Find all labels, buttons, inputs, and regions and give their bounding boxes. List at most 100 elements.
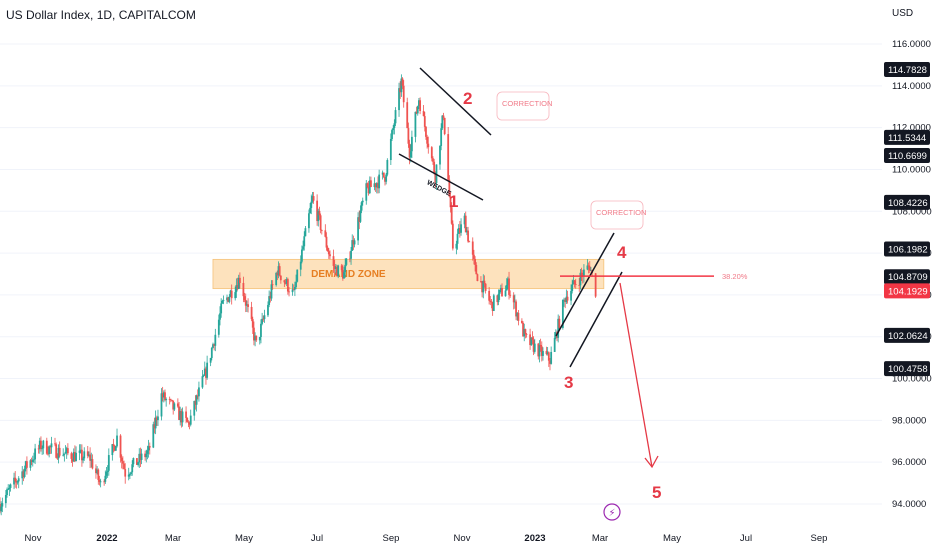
candle-body-41 [65, 448, 68, 452]
candle-body-286 [467, 230, 469, 242]
candle-body-160 [261, 318, 264, 324]
candle-body-304 [497, 293, 500, 303]
candle-body-179 [292, 289, 295, 291]
candle-body-332 [542, 351, 544, 356]
candle-body-242 [394, 110, 397, 124]
price-tag-label-6: 104.1929 [888, 286, 928, 297]
x-tick-label-1: 2022 [96, 533, 117, 544]
price-tag-3 [884, 194, 930, 210]
candle-body-207 [337, 265, 340, 277]
projection-arrowhead [644, 455, 659, 469]
candle-body-132 [214, 334, 217, 346]
candle-body-233 [381, 172, 384, 175]
candle-body-161 [262, 318, 265, 320]
demand-zone-label: DEMAND ZONE [311, 269, 386, 280]
candle-body-258 [422, 111, 425, 117]
lightning-icon: ⚡ [608, 508, 615, 519]
candle-body-344 [563, 299, 565, 301]
time-axis[interactable]: Nov 2022 Mar May Jul Sep Nov 2023 Mar May Jul Sep [25, 533, 828, 544]
candle-body-81 [131, 464, 134, 473]
candle-body-88 [144, 453, 147, 458]
candle-body-107 [173, 403, 176, 410]
candle-body-163 [267, 304, 269, 316]
candle-body-108 [176, 403, 179, 407]
candle-body-98 [160, 393, 163, 417]
candle-body-148 [242, 282, 245, 297]
candle-body-150 [244, 299, 247, 306]
candle-body-28 [45, 440, 48, 454]
candle-body-328 [537, 343, 540, 357]
candle-body-38 [62, 454, 65, 456]
candle-body-67 [107, 455, 110, 471]
candle-body-139 [227, 297, 230, 302]
candle-body-241 [393, 123, 396, 128]
candle-body-61 [98, 479, 101, 482]
candle-body-299 [489, 300, 492, 302]
candle-body-119 [194, 400, 197, 405]
candle-body-265 [433, 161, 436, 174]
candle-body-103 [168, 399, 171, 400]
candle-body-336 [549, 360, 551, 364]
candle-body-55 [89, 454, 92, 461]
candle-body-95 [154, 417, 157, 429]
candle-body-133 [217, 319, 220, 335]
correction-label-2: CORRECTION [596, 208, 646, 217]
y-tick-label-9: 98.0000 [892, 415, 926, 426]
candle-body-187 [304, 228, 307, 237]
candle-body-322 [525, 333, 528, 335]
candle-body-183 [299, 261, 302, 270]
candle-body-164 [268, 296, 271, 305]
candle-body-101 [164, 392, 166, 401]
candle-body-361 [590, 270, 592, 272]
candle-body-123 [201, 376, 204, 388]
candle-body-202 [329, 254, 331, 257]
candle-body-48 [78, 450, 81, 453]
candle-body-323 [529, 334, 531, 346]
candle-body-273 [447, 134, 450, 180]
candle-body-307 [501, 287, 503, 297]
candle-body-51 [82, 458, 84, 461]
candle-body-30 [48, 446, 51, 455]
candle-body-79 [128, 473, 131, 475]
candle-body-278 [455, 243, 458, 249]
candle-body-271 [442, 115, 445, 118]
y-tick-label-3: 110.0000 [892, 164, 931, 175]
candle-body-306 [499, 287, 502, 290]
candle-body-281 [458, 228, 461, 233]
candle-body-305 [498, 289, 501, 294]
rising-channel-lower [569, 271, 623, 368]
candle-body-249 [407, 128, 410, 144]
wave-label-5: 5 [652, 483, 661, 502]
candle-body-352 [574, 284, 577, 286]
candle-body-290 [474, 259, 476, 265]
fib-level-label: 38.20% [722, 272, 748, 281]
price-tag-5 [884, 269, 930, 285]
candle-body-71 [114, 446, 117, 451]
candle-body-185 [302, 246, 304, 250]
candle-body-31 [49, 446, 52, 448]
candle-body-260 [425, 126, 427, 137]
candle-body-248 [406, 102, 409, 129]
candle-body-97 [157, 416, 159, 421]
candle-body-257 [419, 100, 421, 112]
candle-body-245 [400, 78, 403, 93]
candle-body-127 [206, 362, 209, 378]
candle-body-32 [50, 443, 53, 448]
candle-body-80 [130, 472, 132, 474]
candles [0, 74, 597, 516]
candle-body-221 [360, 202, 363, 211]
candle-body-105 [171, 399, 173, 401]
candle-body-308 [504, 290, 507, 297]
candle-body-280 [457, 228, 460, 234]
candle-body-212 [345, 258, 348, 265]
candle-body-331 [540, 346, 543, 356]
candle-body-118 [193, 400, 196, 416]
candle-body-26 [41, 448, 44, 450]
candle-body-134 [219, 313, 221, 320]
event-marker-icon [603, 503, 621, 521]
y-tick-label-11: 94.0000 [892, 499, 926, 510]
candle-body-70 [113, 445, 116, 451]
price-tag-4 [884, 241, 930, 257]
